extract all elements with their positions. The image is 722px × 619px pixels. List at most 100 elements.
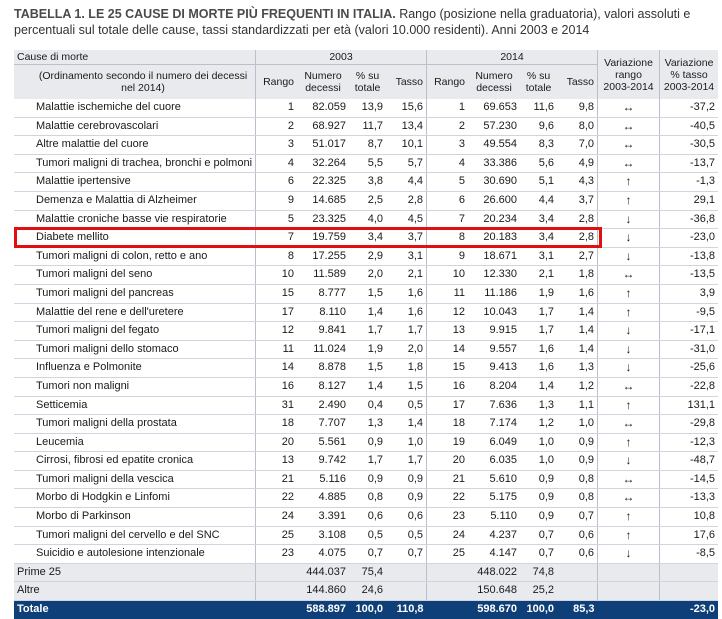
cell-t14: 0,8 — [557, 488, 598, 509]
total-p03: 100,0 — [349, 600, 387, 619]
cell-r14: 25 — [426, 544, 469, 564]
cell-r14: 22 — [426, 488, 469, 509]
cell-t03: 1,7 — [386, 321, 427, 341]
cell-n03: 3.108 — [297, 526, 350, 546]
cell-p14: 0,9 — [520, 507, 558, 527]
cell-t14: 1,8 — [557, 265, 598, 285]
cell-name: Morbo di Parkinson — [14, 507, 256, 527]
cell-vt: -13,7 — [659, 154, 719, 174]
cell-p03: 5,5 — [349, 154, 387, 174]
table-row: Tumori maligni della vescica 21 5.116 0,9 0,… — [14, 470, 719, 490]
table-row: Setticemia 31 2.490 0,4 0,5 17 7.636 1,3 1,1 ↑ 131… — [14, 396, 719, 416]
cell-r14: 23 — [426, 507, 469, 527]
cell-n14: 5.110 — [468, 507, 521, 527]
cell-vr: ↓ — [597, 451, 660, 471]
cell-vr: ↓ — [597, 340, 660, 360]
cell-p14: 74,8 — [520, 563, 558, 583]
table-row: Tumori maligni della prostata 18 7.707 1,3 1… — [14, 414, 719, 434]
cell-n03: 8.110 — [297, 303, 350, 323]
cell-name: Tumori maligni di trachea, bronchi e pol… — [14, 154, 256, 174]
cell-r03: 2 — [255, 117, 298, 137]
table-body: Malattie ischemiche del cuore 1 82.059 13,9… — [14, 99, 719, 619]
cell-t03: 2,8 — [386, 191, 427, 211]
cell-n03: 144.860 — [297, 581, 350, 602]
cell-r14: 4 — [426, 154, 469, 174]
cell-p03: 0,7 — [349, 544, 387, 564]
total-empty — [597, 600, 660, 619]
cell-p03: 1,5 — [349, 284, 387, 304]
table-row: Tumori maligni di trachea, bronchi e pol… — [14, 154, 719, 174]
cell-p14: 1,2 — [520, 414, 558, 434]
cell-name: Tumori maligni del pancreas — [14, 284, 256, 304]
cell-vr: ↓ — [597, 358, 660, 378]
cell-r03: 4 — [255, 154, 298, 174]
cell-r03: 21 — [255, 470, 298, 490]
total-vt: -23,0 — [659, 600, 719, 619]
cell-t03: 13,4 — [386, 117, 427, 137]
total-empty — [426, 600, 469, 619]
cell-n03: 11.024 — [297, 340, 350, 360]
table-title: TABELLA 1. LE 25 CAUSE DI MORTE PIÙ FREQ… — [14, 6, 714, 38]
cell-r14: 13 — [426, 321, 469, 341]
cell-p14: 5,1 — [520, 172, 558, 192]
header-cause: Cause di morte — [14, 50, 256, 65]
cell-t14: 1,4 — [557, 321, 598, 341]
cell-r14: 1 — [426, 99, 469, 118]
cell-p14: 1,0 — [520, 433, 558, 453]
cell-r14: 10 — [426, 265, 469, 285]
cell-vr: ↔ — [597, 488, 660, 509]
cell-t03: 3,7 — [386, 228, 427, 248]
header-var-tasso: Variazione % tasso 2003-2014 — [659, 50, 719, 99]
header-numero-2014: Numero decessi — [468, 64, 521, 99]
cell-vt — [659, 581, 719, 602]
cell-t14: 1,0 — [557, 414, 598, 434]
cell-p14: 0,7 — [520, 526, 558, 546]
cell-p03: 24,6 — [349, 581, 387, 602]
cell-p14: 0,7 — [520, 544, 558, 564]
cell-t14: 8,0 — [557, 117, 598, 137]
total-t14: 85,3 — [557, 600, 598, 619]
total-empty — [255, 600, 298, 619]
cell-r03: 20 — [255, 433, 298, 453]
cell-name: Malattie del rene e dell'uretere — [14, 303, 256, 323]
cell-vr: ↑ — [597, 284, 660, 304]
total-n03: 588.897 — [297, 600, 350, 619]
cell-r14: 18 — [426, 414, 469, 434]
cell-n03: 4.075 — [297, 544, 350, 564]
table-row: Tumori maligni del fegato 12 9.841 1,7 1,7 13… — [14, 321, 719, 341]
cell-n03: 11.589 — [297, 265, 350, 285]
table-row: Suicidio e autolesione intenzionale 23 4.0… — [14, 544, 719, 564]
cell-n14: 7.636 — [468, 396, 521, 416]
table-row: Tumori non maligni 16 8.127 1,4 1,5 16 8.204 1,… — [14, 377, 719, 397]
cell-r03 — [255, 581, 298, 602]
cell-name: Tumori maligni di colon, retto e ano — [14, 247, 256, 267]
cell-n14: 4.147 — [468, 544, 521, 564]
table-row: Cirrosi, fibrosi ed epatite cronica 13 9.7… — [14, 451, 719, 471]
cell-vr: ↑ — [597, 507, 660, 527]
cell-r03: 3 — [255, 135, 298, 155]
cell-t14: 4,9 — [557, 154, 598, 174]
cell-n14: 4.237 — [468, 526, 521, 546]
cell-p14: 5,6 — [520, 154, 558, 174]
table-row: Tumori maligni del pancreas 15 8.777 1,5 1,6… — [14, 284, 719, 304]
cell-p14: 0,9 — [520, 488, 558, 509]
cell-n03: 8.777 — [297, 284, 350, 304]
cell-vt: -13,5 — [659, 265, 719, 285]
table-row: Altre malattie del cuore 3 51.017 8,7 10,1 3 4… — [14, 135, 719, 155]
cell-vt: -36,8 — [659, 210, 719, 230]
total-p14: 100,0 — [520, 600, 558, 619]
cell-p03: 1,4 — [349, 377, 387, 397]
cell-vt: -22,8 — [659, 377, 719, 397]
cell-vt: -1,3 — [659, 172, 719, 192]
cell-t03: 2,0 — [386, 340, 427, 360]
cell-t03: 10,1 — [386, 135, 427, 155]
header-cause-note: (Ordinamento secondo il numero dei deces… — [14, 64, 256, 99]
cell-vt: -37,2 — [659, 99, 719, 118]
cell-vt: -17,1 — [659, 321, 719, 341]
table-row: Malattie ipertensive 6 22.325 3,8 4,4 5 30.690… — [14, 172, 719, 192]
cell-r03: 24 — [255, 507, 298, 527]
cell-r03 — [255, 563, 298, 583]
cell-p03: 0,5 — [349, 526, 387, 546]
cell-p03: 1,7 — [349, 451, 387, 471]
